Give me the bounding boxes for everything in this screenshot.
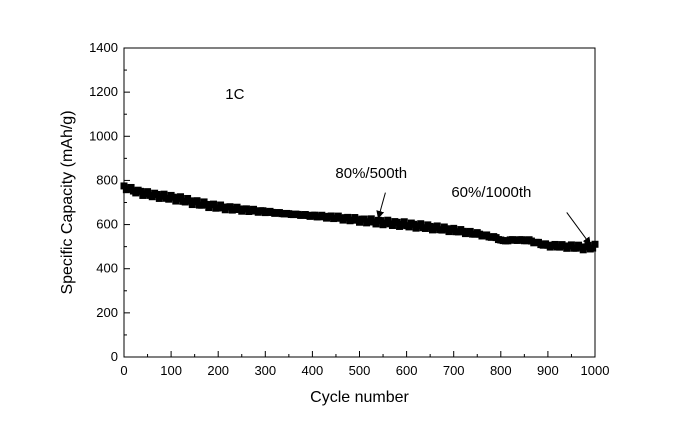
y-tick-label: 1000 [89, 128, 118, 143]
x-tick-label: 600 [396, 363, 418, 378]
data-point [591, 240, 599, 248]
data-point [405, 223, 413, 231]
data-point [144, 188, 152, 196]
axis-ticks [123, 47, 596, 358]
data-point [400, 218, 408, 226]
y-axis-title: Specific Capacity (mAh/g) [59, 110, 76, 294]
x-tick-label: 800 [490, 363, 512, 378]
data-series [120, 182, 599, 254]
x-axis-title: Cycle number [310, 389, 409, 406]
data-point [384, 216, 392, 224]
y-tick-label: 400 [96, 261, 118, 276]
data-point [148, 193, 156, 201]
data-point [165, 195, 173, 203]
x-tick-label: 0 [120, 363, 127, 378]
x-tick-label: 500 [349, 363, 371, 378]
y-tick-label: 600 [96, 217, 118, 232]
annotation-1000th: 60%/1000th [451, 184, 531, 201]
annotation-arrow-500th [376, 192, 386, 219]
data-point [360, 215, 368, 223]
data-point [388, 221, 396, 229]
x-tick-label: 300 [254, 363, 276, 378]
data-point [127, 183, 135, 191]
data-point [177, 193, 185, 201]
y-tick-label: 1400 [89, 40, 118, 55]
data-point [193, 197, 201, 205]
data-point [589, 244, 597, 252]
data-point [153, 190, 161, 198]
annotations [376, 192, 591, 246]
y-tick-labels: 0 200 400 600 800 1000 1200 1400 [89, 40, 118, 364]
annotation-1c: 1C [225, 86, 244, 103]
x-tick-labels: 0 100 200 300 400 500 600 700 800 900 1000 [120, 363, 609, 378]
annotation-arrow-1000th [566, 212, 591, 246]
y-tick-label: 800 [96, 172, 118, 187]
data-point [421, 224, 429, 232]
data-point [433, 222, 441, 230]
data-point [209, 200, 217, 208]
x-tick-label: 1000 [581, 363, 610, 378]
data-point [120, 182, 128, 190]
data-point [186, 197, 194, 205]
y-tick-label: 1200 [89, 84, 118, 99]
x-tick-label: 100 [160, 363, 182, 378]
x-tick-label: 400 [302, 363, 324, 378]
data-point [377, 217, 385, 225]
annotation-500th: 80%/500th [335, 165, 407, 182]
x-tick-label: 200 [207, 363, 229, 378]
data-point [393, 218, 401, 226]
data-point [169, 193, 177, 201]
data-point [410, 220, 418, 228]
data-point [417, 220, 425, 228]
data-point [372, 220, 380, 228]
x-tick-label: 900 [537, 363, 559, 378]
y-tick-label: 200 [96, 305, 118, 320]
data-point [160, 190, 168, 198]
x-tick-label: 700 [443, 363, 465, 378]
y-tick-label: 0 [111, 349, 118, 364]
data-point [136, 187, 144, 195]
